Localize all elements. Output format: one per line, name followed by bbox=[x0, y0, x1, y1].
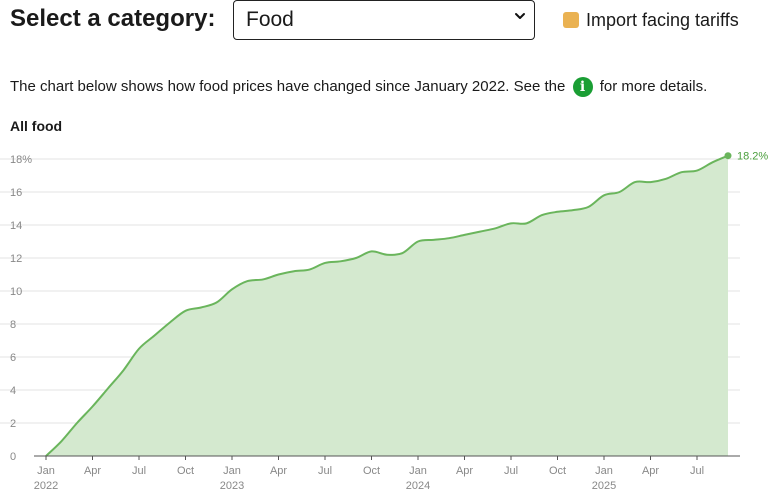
y-tick-label: 0 bbox=[10, 451, 16, 463]
x-tick-label: Apr bbox=[642, 465, 659, 477]
y-tick-label: 2 bbox=[10, 418, 16, 430]
y-tick-label: 12 bbox=[10, 253, 22, 265]
food-price-chart: 0 2 4 6 8 10 12 14 16 18% Jan 2022 Apr Jul Oct Jan 2023 A… bbox=[0, 151, 768, 492]
x-tick-label: Jan bbox=[37, 465, 55, 477]
y-tick-label: 16 bbox=[10, 187, 22, 199]
x-tick-label: Apr bbox=[270, 465, 287, 477]
x-tick-label: Jul bbox=[690, 465, 704, 477]
x-tick-label: Apr bbox=[456, 465, 473, 477]
series-end-point bbox=[724, 152, 732, 160]
end-value-label: 18.2% bbox=[737, 151, 768, 163]
series-line bbox=[45, 154, 729, 457]
legend-label: Import facing tariffs bbox=[586, 10, 739, 30]
y-tick-label: 6 bbox=[10, 352, 16, 364]
legend-swatch bbox=[563, 12, 579, 28]
info-icon[interactable]: i bbox=[572, 77, 593, 98]
y-tick-label: 14 bbox=[10, 220, 22, 232]
x-tick-label: Jul bbox=[132, 465, 146, 477]
x-tick-label: Jan bbox=[409, 465, 427, 477]
x-tick-label: Oct bbox=[177, 465, 194, 477]
x-tick-label: Oct bbox=[363, 465, 380, 477]
x-tick-year-label: 2025 bbox=[592, 480, 616, 492]
x-tick-label: Jan bbox=[595, 465, 613, 477]
x-tick-label: Oct bbox=[549, 465, 566, 477]
category-bar: Select a category: Food Import facing ta… bbox=[0, 0, 777, 44]
category-select-value: Food bbox=[246, 8, 294, 31]
x-tick-year-label: 2023 bbox=[220, 480, 244, 492]
chevron-down-icon bbox=[515, 13, 525, 19]
y-tick-label: 4 bbox=[10, 385, 16, 397]
y-tick-label: 8 bbox=[10, 319, 16, 331]
x-tick-label: Jul bbox=[504, 465, 518, 477]
category-select[interactable]: Food bbox=[233, 0, 535, 40]
y-tick-label: 18% bbox=[10, 154, 32, 166]
x-tick-year-label: 2022 bbox=[34, 480, 58, 492]
area-fill bbox=[46, 155, 728, 456]
x-tick-label: Jan bbox=[223, 465, 241, 477]
intro-text: The chart below shows how food prices ha… bbox=[10, 76, 707, 98]
select-category-label: Select a category: bbox=[10, 5, 216, 32]
intro-text-after: for more details. bbox=[599, 78, 708, 96]
intro-text-before: The chart below shows how food prices ha… bbox=[10, 78, 566, 96]
x-tick-label: Jul bbox=[318, 465, 332, 477]
y-tick-label: 10 bbox=[10, 286, 22, 298]
chart-title: All food bbox=[10, 118, 63, 134]
x-tick-year-label: 2024 bbox=[406, 480, 430, 492]
x-tick-label: Apr bbox=[84, 465, 101, 477]
